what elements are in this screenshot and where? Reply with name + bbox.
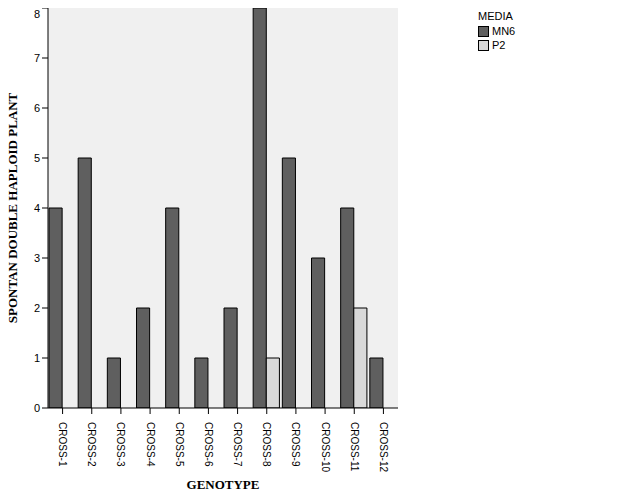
svg-text:6: 6 (34, 102, 40, 114)
svg-text:4: 4 (34, 202, 40, 214)
svg-text:CROSS-12: CROSS-12 (378, 422, 389, 472)
svg-text:CROSS-5: CROSS-5 (174, 422, 185, 467)
svg-text:CROSS-11: CROSS-11 (349, 422, 360, 472)
svg-text:CROSS-7: CROSS-7 (232, 422, 243, 467)
svg-text:1: 1 (34, 352, 40, 364)
svg-text:2: 2 (34, 302, 40, 314)
html-text:MN6: MN6 (492, 25, 516, 37)
svg-text:5: 5 (34, 152, 40, 164)
html-text:P2: P2 (492, 39, 506, 51)
svg-text:GENOTYPE: GENOTYPE (187, 477, 260, 492)
svg-text:CROSS-2: CROSS-2 (86, 422, 97, 467)
svg-text:7: 7 (34, 52, 40, 64)
svg-text:CROSS-1: CROSS-1 (57, 422, 68, 467)
svg-text:CROSS-6: CROSS-6 (203, 422, 214, 467)
svg-text:CROSS-3: CROSS-3 (115, 422, 126, 467)
svg-text:SPONTAN DOUBLE HAPLOID PLANT: SPONTAN DOUBLE HAPLOID PLANT (8, 92, 20, 323)
html-text:MEDIA: MEDIA (478, 10, 513, 22)
svg-text:CROSS-9: CROSS-9 (290, 422, 301, 467)
svg-text:CROSS-4: CROSS-4 (145, 422, 156, 467)
svg-text:CROSS-10: CROSS-10 (320, 422, 331, 472)
svg-text:8: 8 (34, 8, 40, 20)
svg-text:CROSS-8: CROSS-8 (261, 422, 272, 467)
svg-text:0: 0 (34, 402, 40, 414)
svg-text:3: 3 (34, 252, 40, 264)
